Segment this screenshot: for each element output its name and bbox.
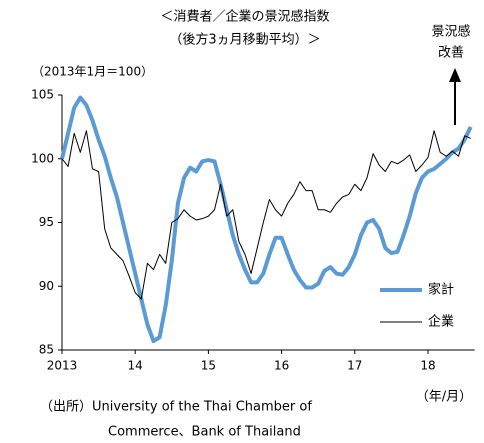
- x-tick-label: 15: [201, 359, 216, 373]
- legend-label: 家計: [428, 282, 454, 298]
- x-tick-label: 2013: [47, 359, 78, 373]
- y-tick-label: 100: [31, 151, 54, 165]
- legend-label: 企業: [428, 314, 454, 330]
- x-tick-label: 14: [128, 359, 143, 373]
- source: Commerce、Bank of Thailand: [108, 425, 301, 440]
- y-tick-label: 85: [39, 343, 54, 357]
- annotation: 景況感: [431, 24, 470, 40]
- x-unit-label: （年/月）: [416, 390, 472, 405]
- chart-title: ＜消費者／企業の景況感指数: [160, 9, 329, 25]
- chart-title: （後方3ヵ月移動平均）＞: [169, 32, 320, 48]
- y-tick-label: 95: [39, 215, 54, 229]
- annotation: 改善: [438, 45, 464, 61]
- line-series: [61, 130, 471, 300]
- line-series: [60, 95, 473, 344]
- x-tick-label: 16: [274, 359, 289, 373]
- y-tick-label: 90: [39, 279, 54, 293]
- x-tick-label: 18: [420, 359, 435, 373]
- y-tick-label: 105: [31, 88, 54, 102]
- unit-label: （2013年1月＝100）: [32, 65, 153, 79]
- x-tick-label: 17: [347, 359, 362, 373]
- arrow-head: [449, 68, 461, 82]
- source: （出所）University of the Thai Chamber of: [40, 400, 312, 415]
